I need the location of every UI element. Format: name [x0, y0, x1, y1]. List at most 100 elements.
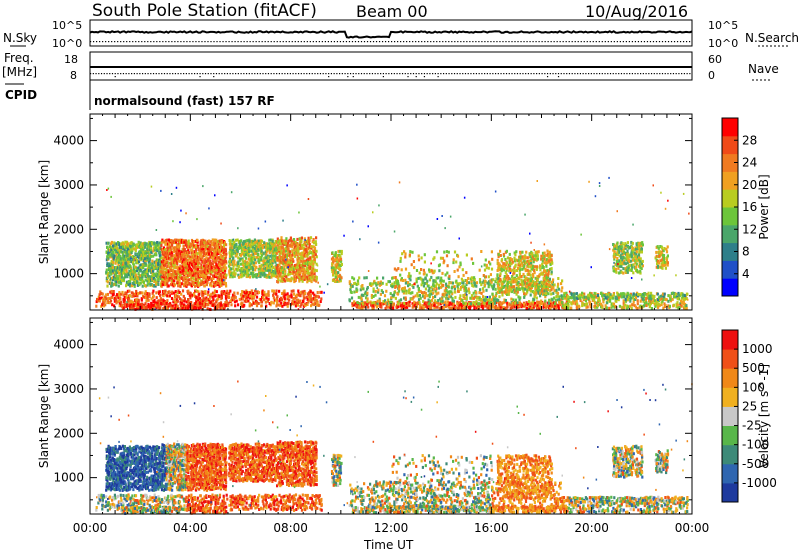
data-cell	[339, 279, 342, 283]
data-cell	[283, 297, 286, 301]
data-cell	[135, 267, 138, 270]
data-cell	[194, 302, 197, 306]
data-cell	[405, 291, 408, 295]
data-cell	[250, 297, 254, 301]
data-cell	[375, 283, 378, 287]
nsearch-point	[135, 41, 137, 43]
data-cell	[416, 284, 419, 288]
nsearch-point	[327, 41, 329, 43]
data-cell	[445, 250, 448, 254]
data-cell	[473, 306, 476, 310]
data-cell	[412, 303, 415, 307]
data-cell	[134, 247, 138, 251]
data-cell	[444, 287, 447, 290]
nsearch-point	[667, 41, 670, 43]
data-cell	[484, 258, 487, 262]
data-cell	[115, 245, 118, 249]
nave-point	[653, 73, 655, 75]
data-cell	[291, 250, 294, 254]
nsearch-point	[607, 41, 609, 43]
data-cell	[286, 304, 289, 308]
data-cell	[194, 271, 197, 275]
data-cell	[495, 298, 499, 302]
data-cell	[315, 262, 318, 266]
data-cell	[403, 301, 406, 305]
data-cell	[170, 248, 173, 252]
data-cell	[241, 258, 244, 262]
nave-point	[295, 73, 297, 75]
data-cell	[187, 299, 190, 303]
data-cell	[462, 306, 465, 310]
data-cell	[260, 304, 263, 308]
data-cell	[287, 301, 290, 305]
data-cell	[294, 278, 297, 281]
data-cell	[122, 242, 125, 246]
data-cell	[176, 294, 179, 298]
data-cell	[478, 296, 481, 300]
nsearch-point	[565, 41, 567, 43]
data-cell	[497, 298, 500, 302]
data-cell	[353, 290, 356, 294]
data-cell	[267, 297, 270, 301]
data-cell	[169, 304, 172, 308]
data-cell	[205, 303, 209, 307]
data-cell	[420, 277, 423, 281]
data-cell	[397, 305, 400, 309]
data-cell	[471, 284, 474, 287]
nsearch-point	[105, 41, 107, 43]
data-cell	[392, 306, 395, 310]
data-cell	[257, 258, 260, 261]
data-cell	[240, 239, 243, 243]
data-cell	[104, 293, 108, 297]
data-cell	[483, 279, 486, 283]
data-cell	[254, 289, 257, 293]
nave-point	[215, 73, 218, 75]
data-cell	[110, 291, 113, 295]
data-cell	[182, 249, 185, 253]
data-cell	[462, 273, 465, 277]
data-cell	[245, 298, 248, 302]
data-cell	[498, 295, 501, 299]
data-cell	[157, 299, 160, 303]
data-cell	[428, 287, 431, 290]
nsearch-point	[493, 41, 495, 43]
data-cell	[555, 290, 558, 294]
data-cell	[138, 245, 142, 249]
data-cell	[309, 293, 312, 297]
data-cell	[160, 244, 163, 248]
data-cell	[170, 306, 173, 310]
data-cell	[557, 304, 560, 308]
data-cell	[204, 239, 207, 243]
data-cell	[96, 297, 99, 301]
data-cell	[107, 264, 110, 268]
data-cell	[291, 257, 294, 261]
data-cell	[250, 259, 253, 263]
data-cell	[454, 306, 457, 310]
data-cell	[290, 261, 293, 265]
data-cell	[303, 240, 306, 244]
data-cell	[235, 299, 238, 303]
data-cell	[276, 237, 279, 241]
data-cell	[425, 301, 428, 305]
data-cell	[278, 255, 281, 259]
data-cell	[296, 303, 299, 307]
data-cell	[514, 298, 518, 302]
data-cell	[268, 268, 271, 272]
data-cell	[289, 278, 292, 282]
data-cell	[158, 290, 161, 294]
data-cell	[313, 246, 317, 250]
data-cell	[500, 303, 503, 307]
data-cell	[303, 237, 306, 241]
nsearch-point	[387, 41, 390, 43]
data-cell	[201, 302, 204, 306]
data-cell	[134, 307, 137, 311]
data-cell	[494, 280, 497, 283]
data-cell	[135, 273, 138, 277]
nsearch-point	[213, 41, 215, 43]
nave-point	[607, 73, 609, 75]
nsearch-point	[439, 41, 441, 43]
data-cell	[175, 240, 178, 244]
data-cell	[193, 284, 197, 288]
data-cell	[246, 253, 250, 257]
data-cell	[538, 300, 541, 304]
